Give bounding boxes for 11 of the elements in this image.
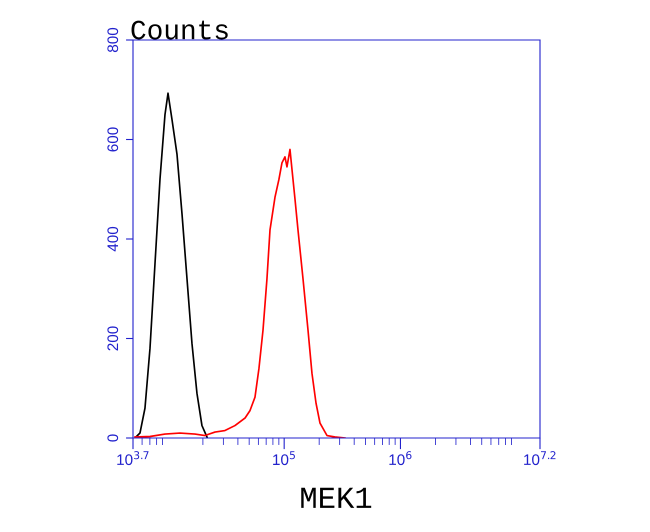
y-tick-label: 400 (107, 226, 118, 252)
y-tick-label: 200 (107, 326, 118, 350)
y-tick-label: 0 (107, 434, 118, 442)
y-tick-label: 800 (107, 28, 118, 52)
y-tick-label: 600 (107, 127, 118, 152)
x-axis-title: MEK1 (301, 488, 372, 508)
y-axis-title: Counts (132, 20, 228, 40)
x-tick-label: 10$^{6}$ (389, 451, 412, 466)
x-tick-label: 10$^{5}$ (273, 451, 295, 466)
x-tick-label: 10$^{3.7}$ (117, 451, 149, 466)
x-tick-label: 10$^{7.2}$ (524, 451, 556, 466)
